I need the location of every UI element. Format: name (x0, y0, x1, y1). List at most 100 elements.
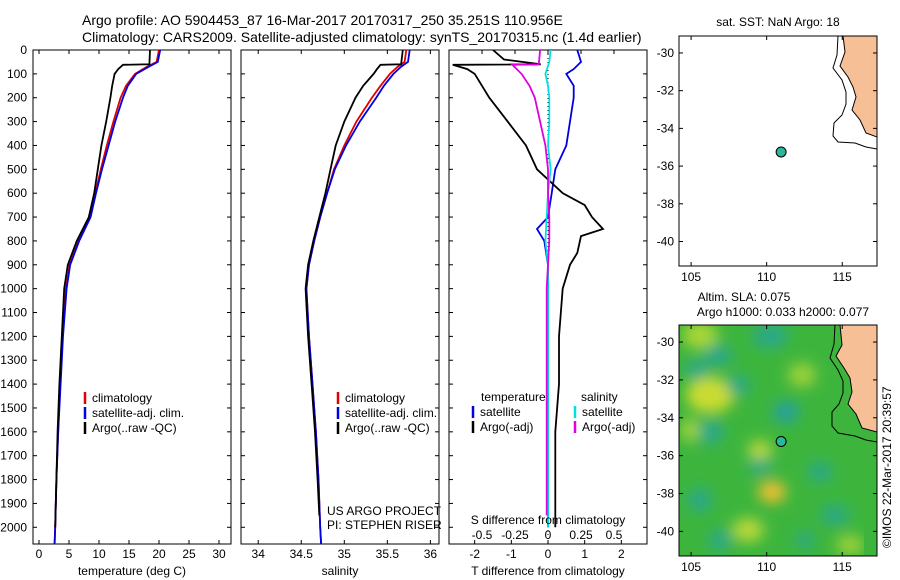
depth-tick-label: 1000 (0, 282, 27, 296)
temperature-ticks: 0 5 10 15 20 25 30 (33, 49, 231, 561)
legend-climatology: climatology (345, 391, 405, 405)
depth-tick-label: 1200 (0, 329, 27, 343)
series-line-t-argo-adj- (452, 50, 605, 528)
sla-map-frame (678, 324, 878, 557)
land-mass (839, 36, 877, 138)
x-tick-label: 0.25 (569, 528, 593, 542)
x-tick-label: 35 (338, 547, 352, 561)
temperature-xlabel: temperature (deg C) (78, 564, 186, 578)
depth-tick-label: 1300 (0, 353, 27, 367)
sla-title-line2: Argo h1000: 0.033 h2000: 0.077 (697, 305, 869, 319)
depth-tick-label: 2000 (0, 520, 27, 534)
depth-tick-label: 700 (7, 210, 27, 224)
lon-tick-label: 115 (833, 270, 852, 284)
salinity-panel: 34 34.5 35 35.5 36 salinity climatology sate… (240, 49, 442, 578)
sla-anomaly-blobs (680, 325, 864, 555)
series-line-s-argo-adj- (510, 50, 551, 516)
temperature-axes (32, 49, 232, 545)
isobath-line (832, 36, 877, 150)
lat-tick-label: -30 (657, 46, 675, 60)
depth-tick-label: 200 (7, 91, 27, 105)
lat-tick-label: -34 (657, 121, 675, 135)
lon-tick-label: 105 (681, 560, 701, 574)
legend-argo: Argo(..raw -QC) (345, 421, 430, 435)
project-annotation: US ARGO PROJECT (327, 504, 442, 518)
s-difference-label: S difference from climatology (471, 513, 626, 527)
legend-climatology: climatology (92, 391, 152, 405)
argo-float-marker (775, 435, 787, 447)
lon-tick-label: 115 (833, 560, 852, 574)
depth-axis: 0 100 200 300 400 500 600 700 800 900 1000 1100 1200… (0, 43, 27, 534)
lat-tick-label: -40 (657, 524, 675, 538)
depth-tick-label: 900 (7, 258, 27, 272)
depth-tick-label: 1800 (0, 473, 27, 487)
depth-tick-label: 100 (7, 67, 27, 81)
salinity-legend: climatology satellite-adj. clim. Argo(..… (336, 391, 437, 435)
difference-legend: temperature satellite Argo(-adj) salinit… (471, 390, 635, 434)
pi-annotation: PI: STEPHEN RISER (327, 518, 442, 532)
lat-tick-label: -36 (657, 159, 675, 173)
temperature-panel: 0 5 10 15 20 25 30 temperature (deg C) climato… (32, 49, 232, 578)
difference-lines (452, 50, 605, 528)
salinity-lines (304, 50, 411, 544)
sla-map-ticks: 105 110 115 -30 -32 -34 -36 -38 -40 (657, 325, 877, 574)
legend-t-argo: Argo(-adj) (480, 420, 533, 434)
t-difference-label: T difference from climatology (471, 564, 625, 578)
depth-tick-label: 600 (7, 186, 27, 200)
x-tick-label: 2 (618, 547, 625, 561)
legend-s-satellite: satellite (582, 405, 623, 419)
timestamp-stamp: ©IMOS 22-Mar-2017 20:39:57 (880, 386, 894, 548)
x-tick-label: 10 (92, 547, 106, 561)
depth-tick-label: 1900 (0, 496, 27, 510)
depth-tick-label: 300 (7, 115, 27, 129)
lat-tick-label: -36 (657, 449, 675, 463)
x-tick-label: 34 (252, 547, 266, 561)
lat-tick-label: -40 (657, 234, 675, 248)
depth-tick-label: 1100 (1, 306, 27, 320)
x-tick-label: 1 (581, 547, 588, 561)
lat-tick-label: -34 (657, 411, 675, 425)
depth-tick-label: 800 (7, 234, 27, 248)
depth-tick-label: 400 (7, 138, 27, 152)
x-tick-label: -1 (506, 547, 517, 561)
sla-map: Altim. SLA: 0.075 Argo h1000: 0.033 h200… (657, 290, 878, 574)
x-tick-label: -0.5 (472, 528, 493, 542)
series-line-argo-raw-qc- (54, 50, 151, 528)
sla-title-line1: Altim. SLA: 0.075 (698, 290, 791, 304)
sst-map-coast (832, 36, 877, 150)
sst-map-frame (678, 35, 878, 267)
isobath-line (829, 325, 877, 443)
lon-tick-label: 110 (757, 270, 776, 284)
legend-argo: Argo(..raw -QC) (92, 421, 177, 435)
lat-tick-label: -30 (657, 335, 675, 349)
temperature-lines (53, 50, 162, 544)
lon-tick-label: 110 (757, 560, 776, 574)
salinity-xlabel: salinity (322, 564, 359, 578)
x-tick-label: 35.5 (376, 547, 400, 561)
x-tick-label: 5 (66, 547, 73, 561)
x-tick-label: 0 (545, 547, 552, 561)
legend-t-satellite: satellite (480, 405, 521, 419)
x-tick-label: 0 (36, 547, 43, 561)
depth-tick-label: 1400 (0, 377, 27, 391)
lat-tick-label: -32 (657, 84, 675, 98)
lat-tick-label: -38 (657, 487, 675, 501)
x-tick-label: 20 (152, 547, 166, 561)
x-tick-label: -0.25 (501, 528, 529, 542)
x-tick-label: 30 (212, 547, 226, 561)
depth-tick-label: 0 (20, 43, 27, 57)
plot-title-line2: Climatology: CARS2009. Satellite-adjuste… (82, 29, 642, 45)
land-mass (835, 325, 877, 433)
temperature-legend: climatology satellite-adj. clim. Argo(..… (83, 391, 184, 435)
legend-satellite: satellite-adj. clim. (92, 406, 184, 420)
legend-satellite: satellite-adj. clim. (345, 406, 437, 420)
salinity-ticks: 34 34.5 35 35.5 36 (241, 49, 439, 561)
depth-tick-label: 1500 (0, 401, 27, 415)
sst-map-ticks: 105 110 115 -30 -32 -34 -36 -38 -40 (657, 36, 877, 284)
legend-salinity-heading: salinity (581, 390, 618, 404)
x-tick-label: 25 (182, 547, 196, 561)
sst-map-title: sat. SST: NaN Argo: 18 (716, 15, 840, 29)
